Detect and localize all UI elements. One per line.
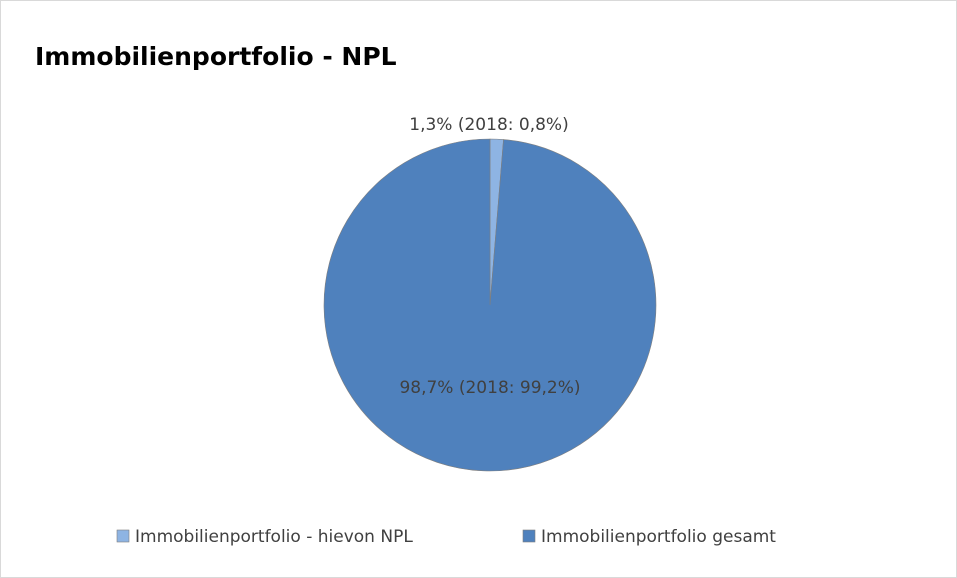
pie-slice: [323, 138, 657, 472]
legend-label: Immobilienportfolio - hievon NPL: [135, 527, 413, 547]
legend-label: Immobilienportfolio gesamt: [541, 527, 776, 547]
chart-title: Immobilienportfolio - NPL: [35, 42, 397, 71]
data-label: 98,7% (2018: 99,2%): [399, 378, 580, 398]
data-label: 1,3% (2018: 0,8%): [409, 115, 568, 135]
legend-swatch: [116, 529, 130, 543]
legend-swatch: [522, 529, 536, 543]
